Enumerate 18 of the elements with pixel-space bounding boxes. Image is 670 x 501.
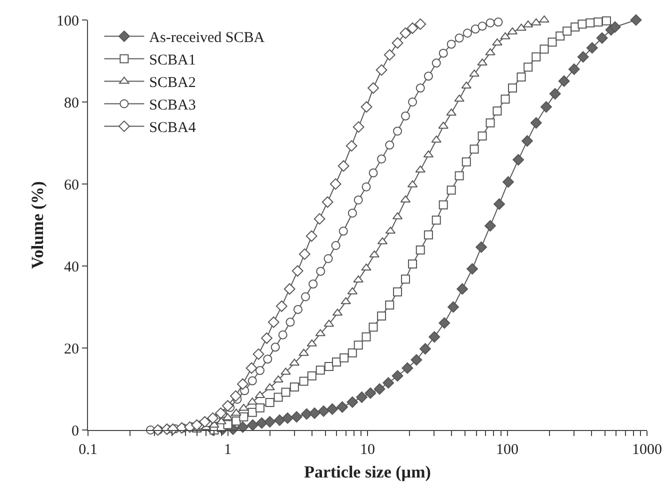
legend-label: SCBA1 — [149, 52, 196, 69]
y-tick-label: 100 — [56, 13, 79, 30]
legend-label: As-received SCBA — [149, 30, 265, 46]
x-tick-label: 1 — [224, 442, 232, 458]
legend-label: SCBA2 — [149, 75, 196, 92]
y-tick-label: 20 — [64, 341, 79, 358]
x-tick-label: 10 — [360, 442, 375, 458]
x-axis-title: Particle size (µm) — [304, 462, 431, 482]
y-axis-title: Volume (%) — [28, 181, 48, 269]
x-tick-label: 1000 — [632, 442, 662, 458]
y-tick-label: 0 — [72, 423, 79, 440]
y-tick-label: 60 — [64, 177, 79, 194]
x-tick-label: 100 — [496, 442, 518, 458]
y-tick-label: 80 — [64, 95, 79, 112]
legend-label: SCBA3 — [149, 98, 196, 114]
y-tick-label: 40 — [64, 259, 79, 276]
x-tick-label: 0.1 — [78, 442, 98, 458]
legend-label: SCBA4 — [149, 120, 196, 136]
